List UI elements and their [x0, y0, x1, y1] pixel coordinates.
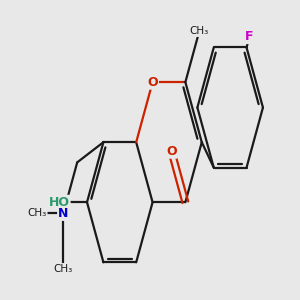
- Text: N: N: [58, 207, 68, 220]
- Text: O: O: [147, 76, 158, 89]
- Text: CH₃: CH₃: [27, 208, 47, 218]
- Text: F: F: [245, 30, 254, 43]
- Text: HO: HO: [49, 196, 70, 209]
- Text: CH₃: CH₃: [190, 26, 209, 36]
- Text: O: O: [166, 145, 177, 158]
- Text: CH₃: CH₃: [54, 264, 73, 274]
